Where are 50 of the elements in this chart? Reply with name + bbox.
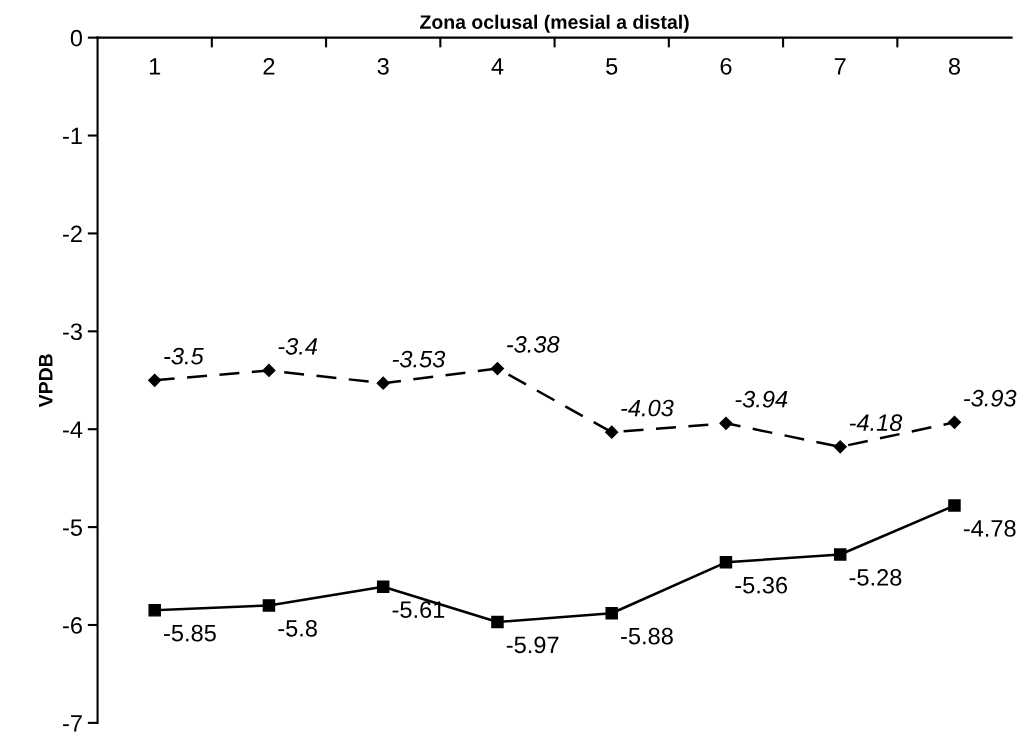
x-tick-label: 3 xyxy=(377,57,389,75)
y-tick-label: -7 xyxy=(63,715,82,732)
point xyxy=(948,499,961,512)
point xyxy=(947,415,962,429)
data-label: -3.93 xyxy=(964,389,1017,407)
x-tick-label: 5 xyxy=(606,58,618,75)
data-label: -5.8 xyxy=(278,619,317,637)
data-label: -5.28 xyxy=(849,569,902,586)
data-label: -5.85 xyxy=(164,624,216,642)
point xyxy=(833,440,847,454)
x-tick-label: 8 xyxy=(948,57,961,75)
point xyxy=(491,615,504,629)
point xyxy=(605,606,618,620)
x-tick-label: 4 xyxy=(491,58,504,75)
point xyxy=(719,556,733,569)
point xyxy=(262,363,276,378)
x-tick-label: 1 xyxy=(149,58,161,75)
point xyxy=(490,361,505,376)
x-tick-label: 6 xyxy=(720,57,732,75)
y-tick-label: -5 xyxy=(63,519,82,536)
y-tick-label: -6 xyxy=(63,617,82,634)
y-tick-label: 0 xyxy=(70,29,83,47)
data-label: -4.18 xyxy=(849,414,903,432)
data-label: -5.36 xyxy=(735,576,788,594)
point xyxy=(376,580,390,594)
point xyxy=(833,548,847,561)
x-tick-label: 2 xyxy=(263,57,275,75)
point xyxy=(605,425,619,439)
data-label: -5.97 xyxy=(506,636,559,654)
point xyxy=(148,373,162,387)
y-axis-title: VPDB xyxy=(39,354,53,408)
data-label: -3.5 xyxy=(164,347,204,365)
y-tick-label: -2 xyxy=(63,225,82,242)
data-label: -3.38 xyxy=(507,336,560,353)
data-label: -3.4 xyxy=(278,337,318,355)
data-label: -3.94 xyxy=(735,390,788,408)
data-label: -4.03 xyxy=(621,399,674,417)
y-tick-label: -1 xyxy=(63,127,82,145)
y-tick-label: -3 xyxy=(63,323,82,341)
y-tick-label: -4 xyxy=(63,421,83,438)
point xyxy=(148,604,161,617)
point xyxy=(376,376,390,390)
data-label: -5.88 xyxy=(621,627,673,645)
x-tick-label: 7 xyxy=(834,58,846,75)
data-label: -5.61 xyxy=(392,601,445,619)
point xyxy=(262,599,276,612)
x-axis-title: Zona oclusal (mesial a distal) xyxy=(420,14,689,33)
data-label: -3.53 xyxy=(392,350,446,368)
point xyxy=(719,416,733,430)
data-label: -4.78 xyxy=(963,520,1016,537)
